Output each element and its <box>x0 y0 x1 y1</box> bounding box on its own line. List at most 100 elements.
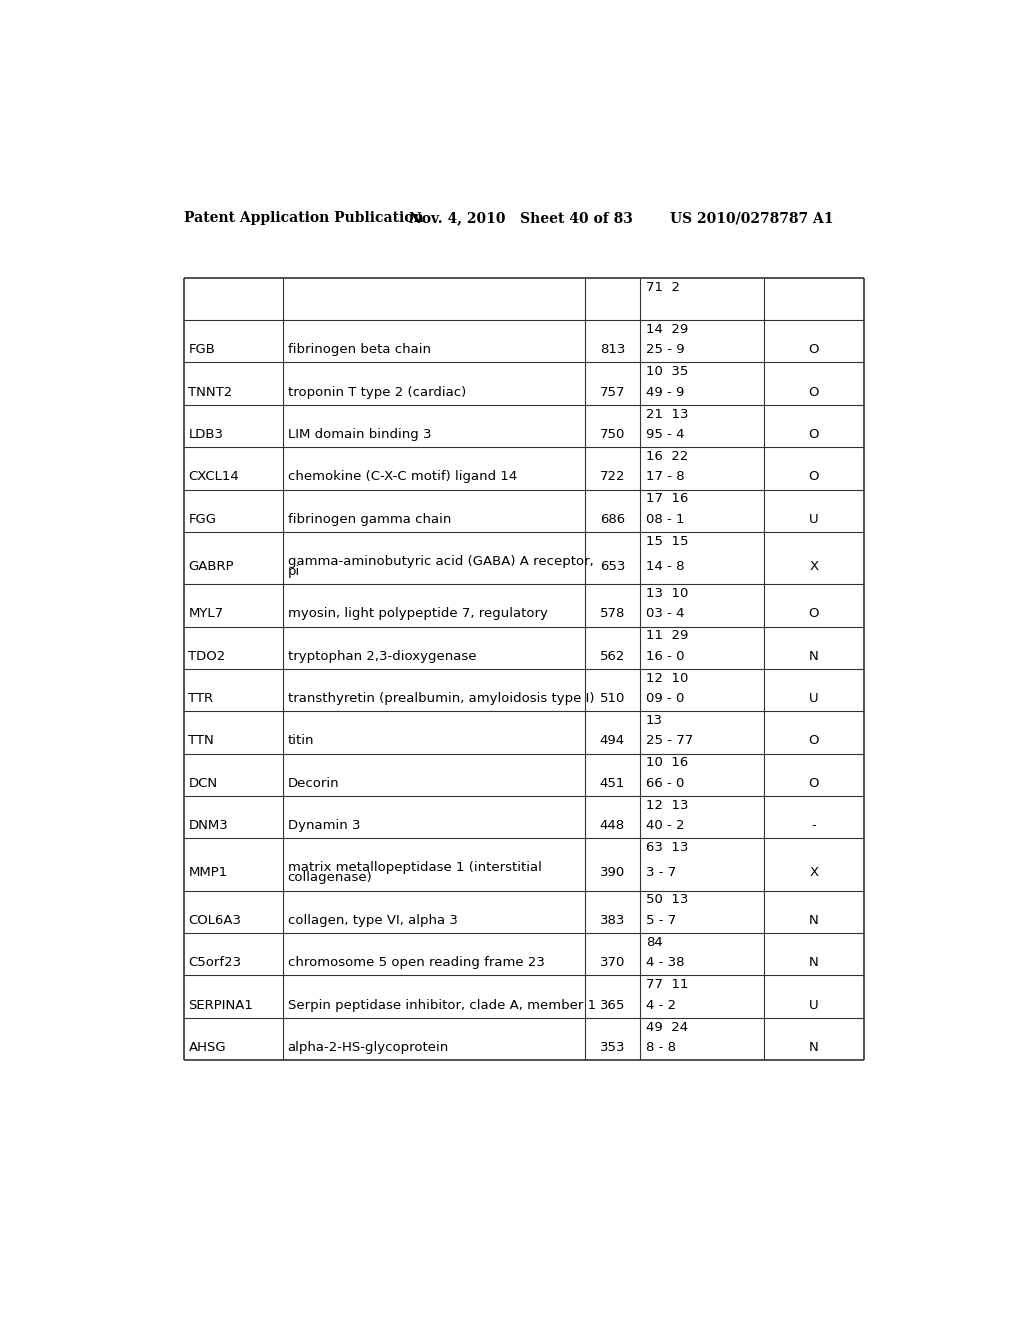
Text: 16  22: 16 22 <box>646 450 688 463</box>
Text: U: U <box>809 692 818 705</box>
Text: 353: 353 <box>600 1041 625 1053</box>
Text: 13  10: 13 10 <box>646 587 688 601</box>
Text: X: X <box>809 560 818 573</box>
Text: 84: 84 <box>646 936 663 949</box>
Text: COL6A3: COL6A3 <box>188 913 242 927</box>
Text: FGB: FGB <box>188 343 215 356</box>
Text: 25 - 9: 25 - 9 <box>646 343 684 356</box>
Text: U: U <box>809 512 818 525</box>
Text: 383: 383 <box>600 913 625 927</box>
Text: fibrinogen beta chain: fibrinogen beta chain <box>288 343 431 356</box>
Text: -: - <box>811 820 816 832</box>
Text: O: O <box>809 343 819 356</box>
Text: FGG: FGG <box>188 512 216 525</box>
Text: collagen, type VI, alpha 3: collagen, type VI, alpha 3 <box>288 913 458 927</box>
Text: matrix metallopeptidase 1 (interstitial: matrix metallopeptidase 1 (interstitial <box>288 862 542 874</box>
Text: 370: 370 <box>600 956 625 969</box>
Text: O: O <box>809 428 819 441</box>
Text: 562: 562 <box>600 649 625 663</box>
Text: chromosome 5 open reading frame 23: chromosome 5 open reading frame 23 <box>288 956 545 969</box>
Text: DCN: DCN <box>188 776 217 789</box>
Text: N: N <box>809 649 819 663</box>
Text: 14  29: 14 29 <box>646 323 688 335</box>
Text: 653: 653 <box>600 560 625 573</box>
Text: LDB3: LDB3 <box>188 428 223 441</box>
Text: 722: 722 <box>600 470 625 483</box>
Text: 15  15: 15 15 <box>646 535 688 548</box>
Text: 8 - 8: 8 - 8 <box>646 1041 676 1053</box>
Text: 95 - 4: 95 - 4 <box>646 428 684 441</box>
Text: titin: titin <box>288 734 314 747</box>
Text: U: U <box>809 998 818 1011</box>
Text: 17  16: 17 16 <box>646 492 688 506</box>
Text: 17 - 8: 17 - 8 <box>646 470 684 483</box>
Text: X: X <box>809 866 818 879</box>
Text: 66 - 0: 66 - 0 <box>646 776 684 789</box>
Text: 49 - 9: 49 - 9 <box>646 385 684 399</box>
Text: 510: 510 <box>600 692 625 705</box>
Text: pi: pi <box>288 565 300 578</box>
Text: Decorin: Decorin <box>288 776 339 789</box>
Text: collagenase): collagenase) <box>288 871 373 884</box>
Text: 3 - 7: 3 - 7 <box>646 866 676 879</box>
Text: 49  24: 49 24 <box>646 1020 688 1034</box>
Text: 4 - 38: 4 - 38 <box>646 956 684 969</box>
Text: 11  29: 11 29 <box>646 630 688 643</box>
Text: 4 - 2: 4 - 2 <box>646 998 676 1011</box>
Text: 750: 750 <box>600 428 625 441</box>
Text: 77  11: 77 11 <box>646 978 688 991</box>
Text: troponin T type 2 (cardiac): troponin T type 2 (cardiac) <box>288 385 466 399</box>
Text: transthyretin (prealbumin, amyloidosis type I): transthyretin (prealbumin, amyloidosis t… <box>288 692 594 705</box>
Text: 50  13: 50 13 <box>646 894 688 907</box>
Text: fibrinogen gamma chain: fibrinogen gamma chain <box>288 512 451 525</box>
Text: 448: 448 <box>600 820 625 832</box>
Text: GABRP: GABRP <box>188 560 234 573</box>
Text: 757: 757 <box>600 385 625 399</box>
Text: gamma-aminobutyric acid (GABA) A receptor,: gamma-aminobutyric acid (GABA) A recepto… <box>288 554 593 568</box>
Text: CXCL14: CXCL14 <box>188 470 240 483</box>
Text: O: O <box>809 385 819 399</box>
Text: 10  35: 10 35 <box>646 366 688 379</box>
Text: N: N <box>809 1041 819 1053</box>
Text: 03 - 4: 03 - 4 <box>646 607 684 620</box>
Text: myosin, light polypeptide 7, regulatory: myosin, light polypeptide 7, regulatory <box>288 607 548 620</box>
Text: 10  16: 10 16 <box>646 756 688 770</box>
Text: 16 - 0: 16 - 0 <box>646 649 684 663</box>
Text: TNNT2: TNNT2 <box>188 385 232 399</box>
Text: C5orf23: C5orf23 <box>188 956 242 969</box>
Text: 25 - 77: 25 - 77 <box>646 734 693 747</box>
Text: US 2010/0278787 A1: US 2010/0278787 A1 <box>671 211 834 226</box>
Text: LIM domain binding 3: LIM domain binding 3 <box>288 428 431 441</box>
Text: N: N <box>809 956 819 969</box>
Text: 14 - 8: 14 - 8 <box>646 560 684 573</box>
Text: 13: 13 <box>646 714 663 727</box>
Text: tryptophan 2,3-dioxygenase: tryptophan 2,3-dioxygenase <box>288 649 476 663</box>
Text: 365: 365 <box>600 998 625 1011</box>
Text: O: O <box>809 776 819 789</box>
Text: TTN: TTN <box>188 734 214 747</box>
Text: 08 - 1: 08 - 1 <box>646 512 684 525</box>
Text: 71  2: 71 2 <box>646 281 680 293</box>
Text: 12  13: 12 13 <box>646 799 688 812</box>
Text: Patent Application Publication: Patent Application Publication <box>183 211 424 226</box>
Text: 5 - 7: 5 - 7 <box>646 913 676 927</box>
Text: 390: 390 <box>600 866 625 879</box>
Text: 451: 451 <box>600 776 625 789</box>
Text: TTR: TTR <box>188 692 214 705</box>
Text: MMP1: MMP1 <box>188 866 227 879</box>
Text: 09 - 0: 09 - 0 <box>646 692 684 705</box>
Text: 578: 578 <box>600 607 625 620</box>
Text: DNM3: DNM3 <box>188 820 228 832</box>
Text: MYL7: MYL7 <box>188 607 223 620</box>
Text: chemokine (C-X-C motif) ligand 14: chemokine (C-X-C motif) ligand 14 <box>288 470 517 483</box>
Text: Dynamin 3: Dynamin 3 <box>288 820 360 832</box>
Text: 12  10: 12 10 <box>646 672 688 685</box>
Text: Nov. 4, 2010   Sheet 40 of 83: Nov. 4, 2010 Sheet 40 of 83 <box>409 211 633 226</box>
Text: N: N <box>809 913 819 927</box>
Text: 686: 686 <box>600 512 625 525</box>
Text: O: O <box>809 470 819 483</box>
Text: 21  13: 21 13 <box>646 408 688 421</box>
Text: 40 - 2: 40 - 2 <box>646 820 684 832</box>
Text: O: O <box>809 607 819 620</box>
Text: TDO2: TDO2 <box>188 649 225 663</box>
